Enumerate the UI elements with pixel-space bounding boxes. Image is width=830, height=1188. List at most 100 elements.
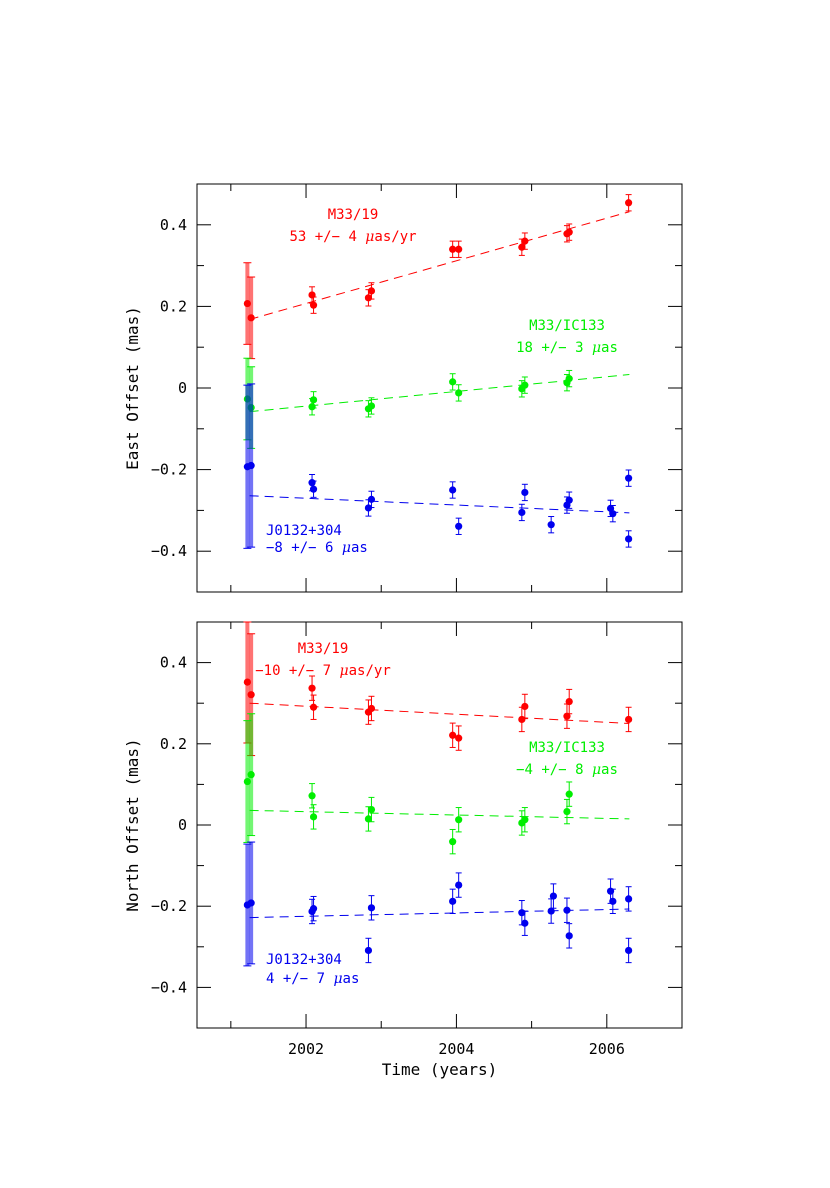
data-point [521, 816, 529, 824]
series-name-label: J0132+304 [266, 523, 342, 539]
series-rate-label: −8 +/− 6 μas [266, 540, 368, 556]
data-point [565, 228, 573, 236]
y-tick-label: −0.4 [151, 978, 187, 996]
fit-line [249, 702, 630, 724]
data-point [309, 396, 318, 404]
data-point [364, 946, 373, 955]
data-point [455, 734, 463, 742]
data-point [547, 521, 555, 529]
series-name-label: M33/IC133 [529, 740, 605, 756]
data-point [309, 813, 318, 821]
annotation-text-part: as/yr [349, 663, 391, 679]
data-point [521, 919, 529, 927]
mu-symbol: μ [592, 340, 601, 356]
data-point [609, 510, 617, 518]
y-tick-label: −0.2 [151, 897, 187, 915]
data-point [309, 485, 318, 493]
data-point [625, 895, 633, 903]
x-tick-label: 2002 [288, 1040, 324, 1058]
data-point [565, 697, 573, 706]
data-point [247, 461, 255, 470]
y-tick-label: 0.2 [160, 297, 187, 315]
data-point [247, 771, 255, 779]
series-2: J0132+304−8 +/− 6 μas [243, 383, 633, 556]
mu-symbol: μ [340, 663, 349, 679]
data-point [625, 199, 633, 207]
series-name-label: M33/19 [328, 207, 379, 223]
data-point [247, 899, 255, 907]
data-point [247, 691, 255, 699]
data-point [367, 704, 376, 713]
data-point [518, 715, 526, 724]
annotation-text-part: J0132+304 [266, 952, 342, 968]
mu-symbol: μ [592, 762, 601, 778]
data-point [449, 378, 457, 386]
y-tick-label: 0.2 [160, 735, 187, 753]
annotation-text-part: −10 +/− 7 [255, 663, 339, 679]
data-point [563, 808, 571, 816]
annotation-text-part: M33/IC133 [529, 740, 605, 756]
data-point [367, 287, 376, 295]
data-point [455, 245, 463, 253]
data-point [449, 731, 457, 739]
annotation-text-part: 53 +/− 4 [289, 229, 365, 245]
data-point [565, 375, 573, 383]
data-point [455, 522, 463, 530]
panel-east: −0.4 −0.2 0 0.2 0.4 East Offset (mas) M33/19 53… [123, 183, 683, 593]
series-name-label: M33/IC133 [529, 318, 605, 334]
annotation-text-part: M33/IC133 [529, 318, 605, 334]
y-tick-label: −0.4 [151, 542, 187, 560]
y-tick-label: 0 [178, 816, 187, 834]
data-point [565, 932, 573, 940]
data-point [308, 792, 316, 800]
data-point [455, 881, 463, 889]
series-0: M33/19 −10 +/− 7 μas/yr [243, 621, 633, 757]
annotation-text-part: as [601, 340, 618, 356]
y-axis-title: East Offset (mas) [123, 306, 142, 470]
fit-line [249, 908, 630, 919]
data-point [308, 684, 316, 692]
data-point [518, 508, 526, 517]
data-point [547, 907, 555, 915]
data-point [521, 237, 529, 245]
y-tick-label: −0.2 [151, 461, 187, 479]
annotation-text-part: −8 +/− 6 [266, 540, 342, 556]
data-point [364, 815, 373, 823]
data-point [565, 790, 573, 798]
y-axis-title: North Offset (mas) [123, 738, 142, 911]
data-point [309, 905, 318, 913]
data-point [367, 805, 376, 814]
series-name-label: M33/19 [298, 641, 349, 657]
fit-line [249, 211, 630, 320]
data-point [364, 504, 373, 512]
data-point [309, 703, 318, 711]
annotation-text-part: 18 +/− 3 [516, 340, 592, 356]
data-point [609, 897, 617, 905]
series-rate-label: −4 +/− 8 μas [516, 762, 618, 778]
series-1: M33/IC133 18 +/− 3 μas [243, 318, 630, 449]
annotation-text-part: 4 +/− 7 [266, 971, 333, 987]
data-point [625, 715, 633, 724]
data-point [563, 906, 571, 914]
fit-line [249, 495, 630, 514]
x-tick-label: 2004 [438, 1040, 474, 1058]
fit-line [249, 809, 630, 820]
annotation-text-part: as [343, 971, 360, 987]
y-tick-label: 0 [178, 379, 187, 397]
mu-symbol: μ [365, 229, 374, 245]
annotation-text-part: as/yr [374, 229, 416, 245]
data-point [309, 301, 318, 309]
series-rate-label: 4 +/− 7 μas [266, 971, 359, 987]
mu-symbol: μ [342, 540, 351, 556]
annotation-text-part: J0132+304 [266, 523, 342, 539]
annotation-text-part: −4 +/− 8 [516, 762, 592, 778]
data-point [308, 403, 316, 411]
series-rate-label: −10 +/− 7 μas/yr [255, 663, 391, 679]
data-point [625, 946, 633, 955]
series-name-label: J0132+304 [266, 952, 342, 968]
data-point [455, 389, 463, 397]
data-point [308, 479, 316, 487]
series-1: M33/IC133 −4 +/− 8 μas [243, 713, 630, 855]
